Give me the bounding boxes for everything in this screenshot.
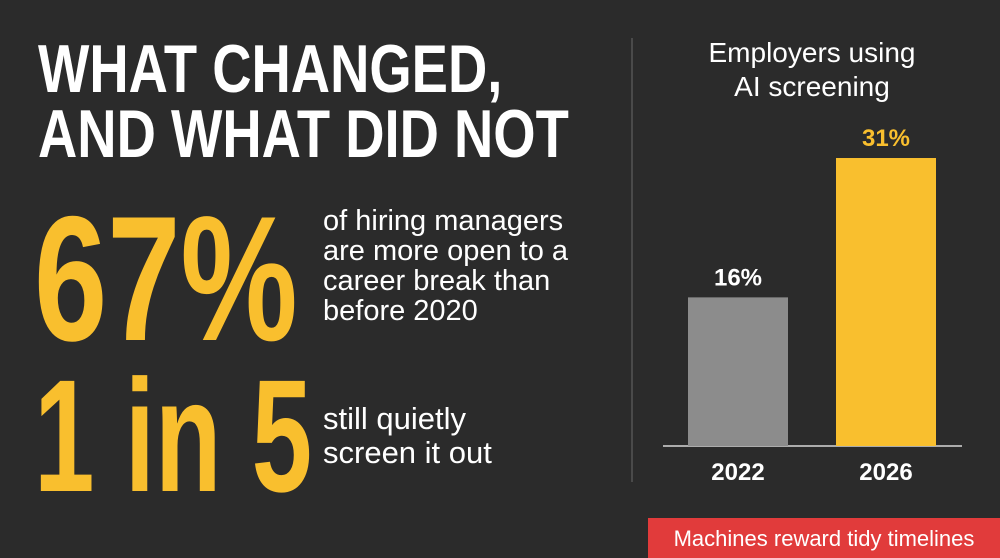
stat-line: before 2020 — [323, 295, 478, 327]
stat-figure: 67% — [34, 179, 298, 378]
x-tick-label: 2026 — [859, 459, 912, 486]
stat-line: still quietly — [323, 401, 466, 436]
headline: AND WHAT DID NOT — [38, 96, 569, 172]
footer-banner — [648, 518, 1000, 558]
bar — [688, 297, 788, 446]
stat-text: of hiring managers are more open to a ca… — [323, 206, 568, 326]
headline: WHAT CHANGED, — [38, 31, 503, 107]
value-label: 16% — [714, 264, 762, 291]
bar — [836, 158, 936, 446]
stat-line: of hiring managers — [323, 205, 564, 237]
x-tick-label: 2022 — [711, 459, 764, 486]
stat-figure: 1 in 5 — [34, 346, 313, 525]
footer: Machines reward tidy timelines — [674, 526, 975, 551]
stat-line: career break than — [323, 265, 551, 297]
stat-text: still quietly screen it out — [323, 402, 492, 470]
stat-line: screen it out — [323, 435, 492, 470]
value-label: 31% — [862, 125, 910, 152]
chart-title: Employers using — [709, 37, 916, 68]
stat-line: are more open to a — [323, 235, 569, 267]
chart-title: AI screening — [734, 71, 890, 102]
